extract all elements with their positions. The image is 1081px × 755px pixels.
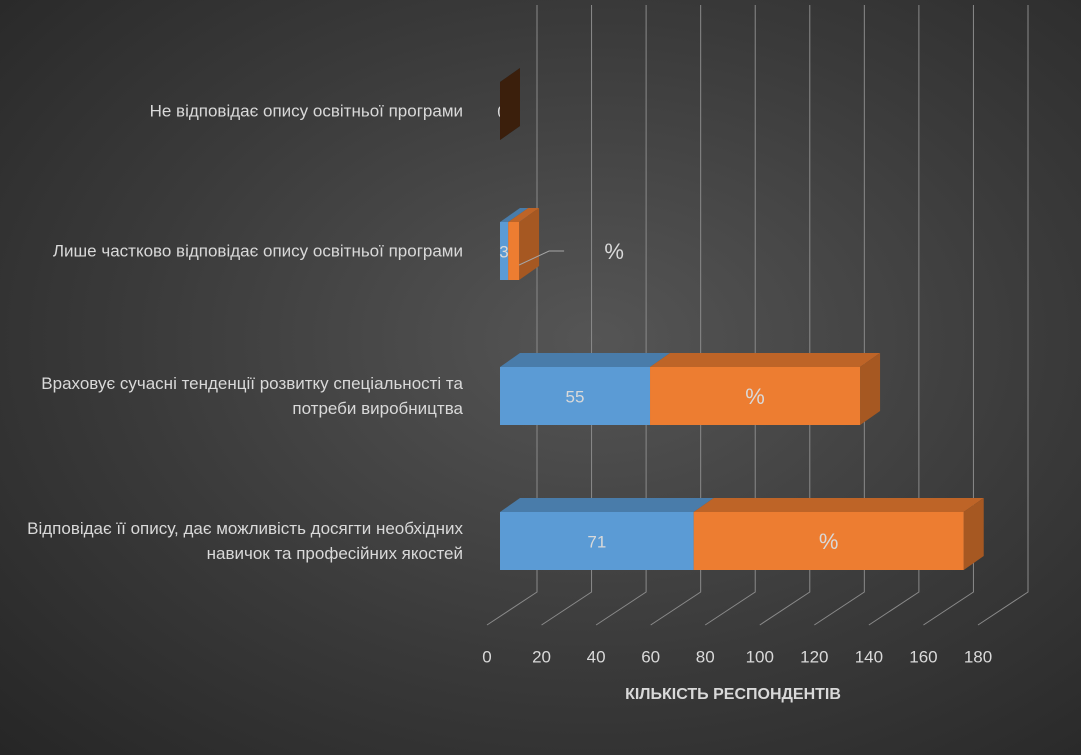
data-label: % xyxy=(745,384,765,409)
bar-top xyxy=(508,208,540,222)
category-label: Не відповідає опису освітньої програми xyxy=(149,101,463,121)
bar-segment xyxy=(500,498,714,570)
x-axis-title: КІЛЬКІСТЬ РЕСПОНДЕНТІВ xyxy=(625,686,841,703)
x-tick-label: 100 xyxy=(746,647,774,666)
grid-line xyxy=(868,5,920,626)
bar-top xyxy=(500,353,671,367)
bar-segment xyxy=(508,208,540,280)
data-label: 71 xyxy=(587,532,606,551)
bar-side xyxy=(500,68,520,140)
data-label: 55 xyxy=(566,387,585,406)
bar-side xyxy=(860,353,881,425)
category-label: Відповідає її опису, дає можливість дося… xyxy=(27,519,463,563)
bar-front xyxy=(650,367,861,425)
x-tick-label: 0 xyxy=(482,647,491,666)
bar-segment xyxy=(500,353,671,425)
bar-front xyxy=(500,512,694,570)
bar-top xyxy=(693,498,984,512)
bar-top xyxy=(500,498,714,512)
leader-line xyxy=(518,250,565,266)
x-tick-label: 160 xyxy=(909,647,937,666)
grid-line xyxy=(814,5,865,626)
grid-line xyxy=(759,5,811,626)
x-tick-label: 140 xyxy=(855,647,883,666)
data-label: % xyxy=(604,239,624,264)
bar-segment xyxy=(500,68,520,140)
grid-line xyxy=(923,5,974,626)
x-tick-label: 20 xyxy=(532,647,551,666)
x-tick-label: 120 xyxy=(800,647,828,666)
bar-segment xyxy=(693,498,984,570)
bar-front xyxy=(508,222,520,280)
bar-segment xyxy=(650,353,881,425)
data-label: 3 xyxy=(499,242,508,261)
x-tick-label: 180 xyxy=(964,647,992,666)
grid-line xyxy=(650,5,702,626)
grid-line xyxy=(486,5,538,626)
bar-front xyxy=(500,367,651,425)
bar-side xyxy=(963,498,984,570)
x-tick-label: 40 xyxy=(587,647,606,666)
grid-line xyxy=(704,5,756,626)
grid-line xyxy=(977,5,1029,626)
grid-line xyxy=(541,5,593,626)
bar-side xyxy=(519,208,540,280)
bar-top xyxy=(650,353,881,367)
x-tick-label: 60 xyxy=(641,647,660,666)
grid-line xyxy=(595,5,647,626)
x-tick-label: 80 xyxy=(696,647,715,666)
bar-front xyxy=(500,222,509,280)
bar-top xyxy=(500,208,529,222)
bar-front xyxy=(693,512,964,570)
category-label: Враховує сучасні тенденції розвитку спец… xyxy=(41,374,463,418)
data-label: % xyxy=(819,529,839,554)
category-label: Лише частково відповідає опису освітньої… xyxy=(52,241,463,261)
